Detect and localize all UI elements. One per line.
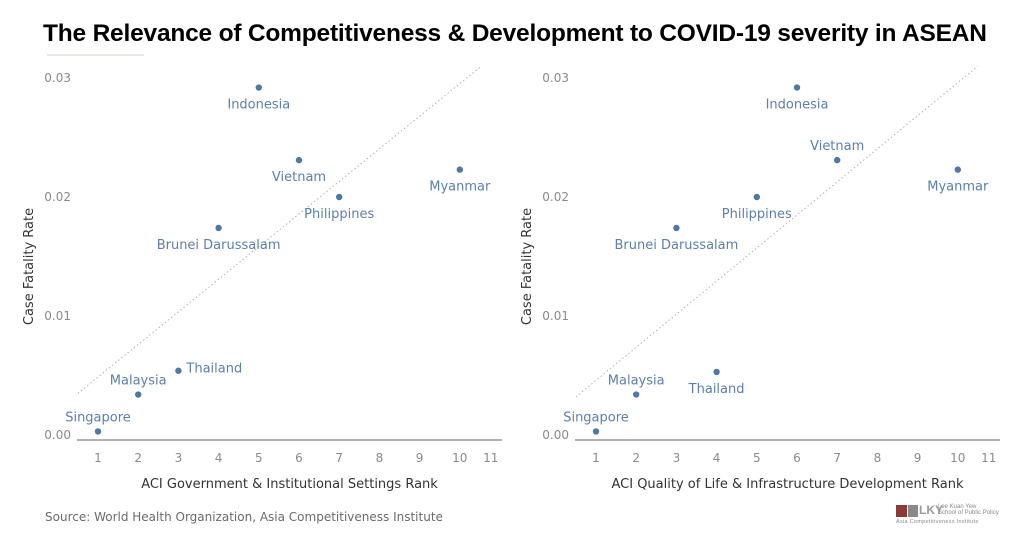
point-label: Malaysia bbox=[110, 374, 167, 389]
data-point-indonesia bbox=[793, 84, 801, 91]
logo-gray-block bbox=[908, 505, 918, 517]
chart-title: The Relevance of Competitiveness & Devel… bbox=[43, 20, 987, 47]
x-axis-title: ACI Government & Institutional Settings … bbox=[141, 477, 438, 492]
x-tick-label: 7 bbox=[833, 451, 841, 465]
y-tick-label: 0.02 bbox=[542, 190, 569, 204]
y-tick-label: 0.01 bbox=[44, 309, 71, 323]
data-point-singapore bbox=[94, 428, 102, 435]
x-tick-label: 8 bbox=[376, 451, 384, 465]
y-axis-title: Case Fatality Rate bbox=[22, 208, 37, 325]
x-tick-label: 11 bbox=[981, 451, 996, 465]
point-label: Philippines bbox=[722, 207, 792, 222]
aci-logo: LKY Lee Kuan Yew School of Public Policy … bbox=[896, 503, 1006, 527]
x-tick-label: 5 bbox=[255, 451, 263, 465]
point-label: Vietnam bbox=[272, 170, 326, 185]
scatter-chart-quality-of-life: Case Fatality Rate 0.00 0.01 0.02 0.03 1 2 3 4 5 6… bbox=[520, 65, 1000, 492]
point-label: Myanmar bbox=[927, 180, 989, 195]
data-point-vietnam bbox=[295, 156, 303, 164]
y-tick-label: 0.01 bbox=[542, 309, 569, 323]
point-label: Brunei Darussalam bbox=[614, 238, 738, 253]
scatter-chart-government: Case Fatality Rate 0.00 0.01 0.02 0.03 1 2 3 4 5 6… bbox=[22, 66, 502, 492]
point-label: Philippines bbox=[304, 207, 374, 222]
point-label: Thailand bbox=[185, 362, 242, 377]
data-point-thailand bbox=[713, 368, 720, 376]
logo-line2: School of Public Policy bbox=[938, 510, 999, 516]
x-tick-label: 9 bbox=[416, 451, 424, 465]
x-tick-label: 4 bbox=[713, 451, 721, 465]
x-tick-label: 4 bbox=[215, 451, 223, 465]
point-label: Indonesia bbox=[227, 98, 290, 113]
point-label: Thailand bbox=[688, 382, 745, 397]
data-point-malaysia bbox=[135, 391, 142, 398]
data-point-malaysia bbox=[633, 391, 640, 398]
logo-line1: Lee Kuan Yew bbox=[938, 504, 977, 510]
y-tick-label: 0.03 bbox=[44, 71, 71, 85]
point-label: Brunei Darussalam bbox=[157, 238, 281, 253]
logo-institute-name: Asia Competitiveness Institute bbox=[896, 519, 979, 525]
source-note: Source: World Health Organization, Asia … bbox=[45, 510, 443, 524]
point-label: Singapore bbox=[563, 410, 629, 425]
point-label: Malaysia bbox=[608, 374, 665, 389]
logo-school-name: Lee Kuan Yew School of Public Policy bbox=[938, 504, 999, 516]
data-point-philippines bbox=[336, 193, 343, 201]
x-tick-label: 1 bbox=[94, 451, 102, 465]
point-label: Vietnam bbox=[810, 139, 864, 154]
data-point-singapore bbox=[592, 428, 600, 435]
x-tick-label: 7 bbox=[335, 451, 343, 465]
x-tick-label: 1 bbox=[592, 451, 600, 465]
y-tick-label: 0.02 bbox=[44, 190, 71, 204]
x-tick-label: 3 bbox=[175, 451, 183, 465]
x-tick-label: 8 bbox=[874, 451, 882, 465]
point-label: Myanmar bbox=[429, 180, 491, 195]
point-label: Indonesia bbox=[766, 98, 829, 113]
data-point-brunei-darussalam bbox=[215, 224, 222, 232]
point-label: Singapore bbox=[65, 410, 131, 425]
logo-red-block bbox=[896, 505, 907, 517]
trend-line bbox=[575, 65, 979, 398]
title-underline bbox=[47, 54, 144, 56]
data-point-myanmar bbox=[954, 166, 961, 173]
y-tick-label: 0.00 bbox=[542, 428, 569, 442]
x-tick-label: 2 bbox=[134, 451, 142, 465]
x-tick-label: 6 bbox=[295, 451, 303, 465]
x-tick-label: 11 bbox=[483, 451, 498, 465]
data-point-brunei-darussalam bbox=[673, 224, 680, 232]
data-point-myanmar bbox=[456, 166, 463, 173]
x-tick-label: 10 bbox=[452, 451, 467, 465]
trend-line bbox=[77, 66, 481, 394]
data-point-philippines bbox=[753, 193, 760, 201]
x-tick-label: 10 bbox=[950, 451, 965, 465]
x-tick-label: 9 bbox=[914, 451, 922, 465]
x-tick-label: 6 bbox=[793, 451, 801, 465]
x-axis-title: ACI Quality of Life & Infrastructure Dev… bbox=[611, 477, 963, 492]
x-tick-label: 5 bbox=[753, 451, 761, 465]
y-axis-title: Case Fatality Rate bbox=[520, 208, 535, 325]
data-point-vietnam bbox=[834, 156, 841, 164]
logo-mark: LKY bbox=[919, 503, 943, 517]
x-tick-label: 3 bbox=[673, 451, 681, 465]
x-tick-label: 2 bbox=[632, 451, 640, 465]
data-point-indonesia bbox=[255, 84, 262, 91]
data-point-thailand bbox=[175, 367, 182, 374]
y-tick-label: 0.03 bbox=[542, 71, 569, 85]
y-tick-label: 0.00 bbox=[44, 428, 71, 442]
